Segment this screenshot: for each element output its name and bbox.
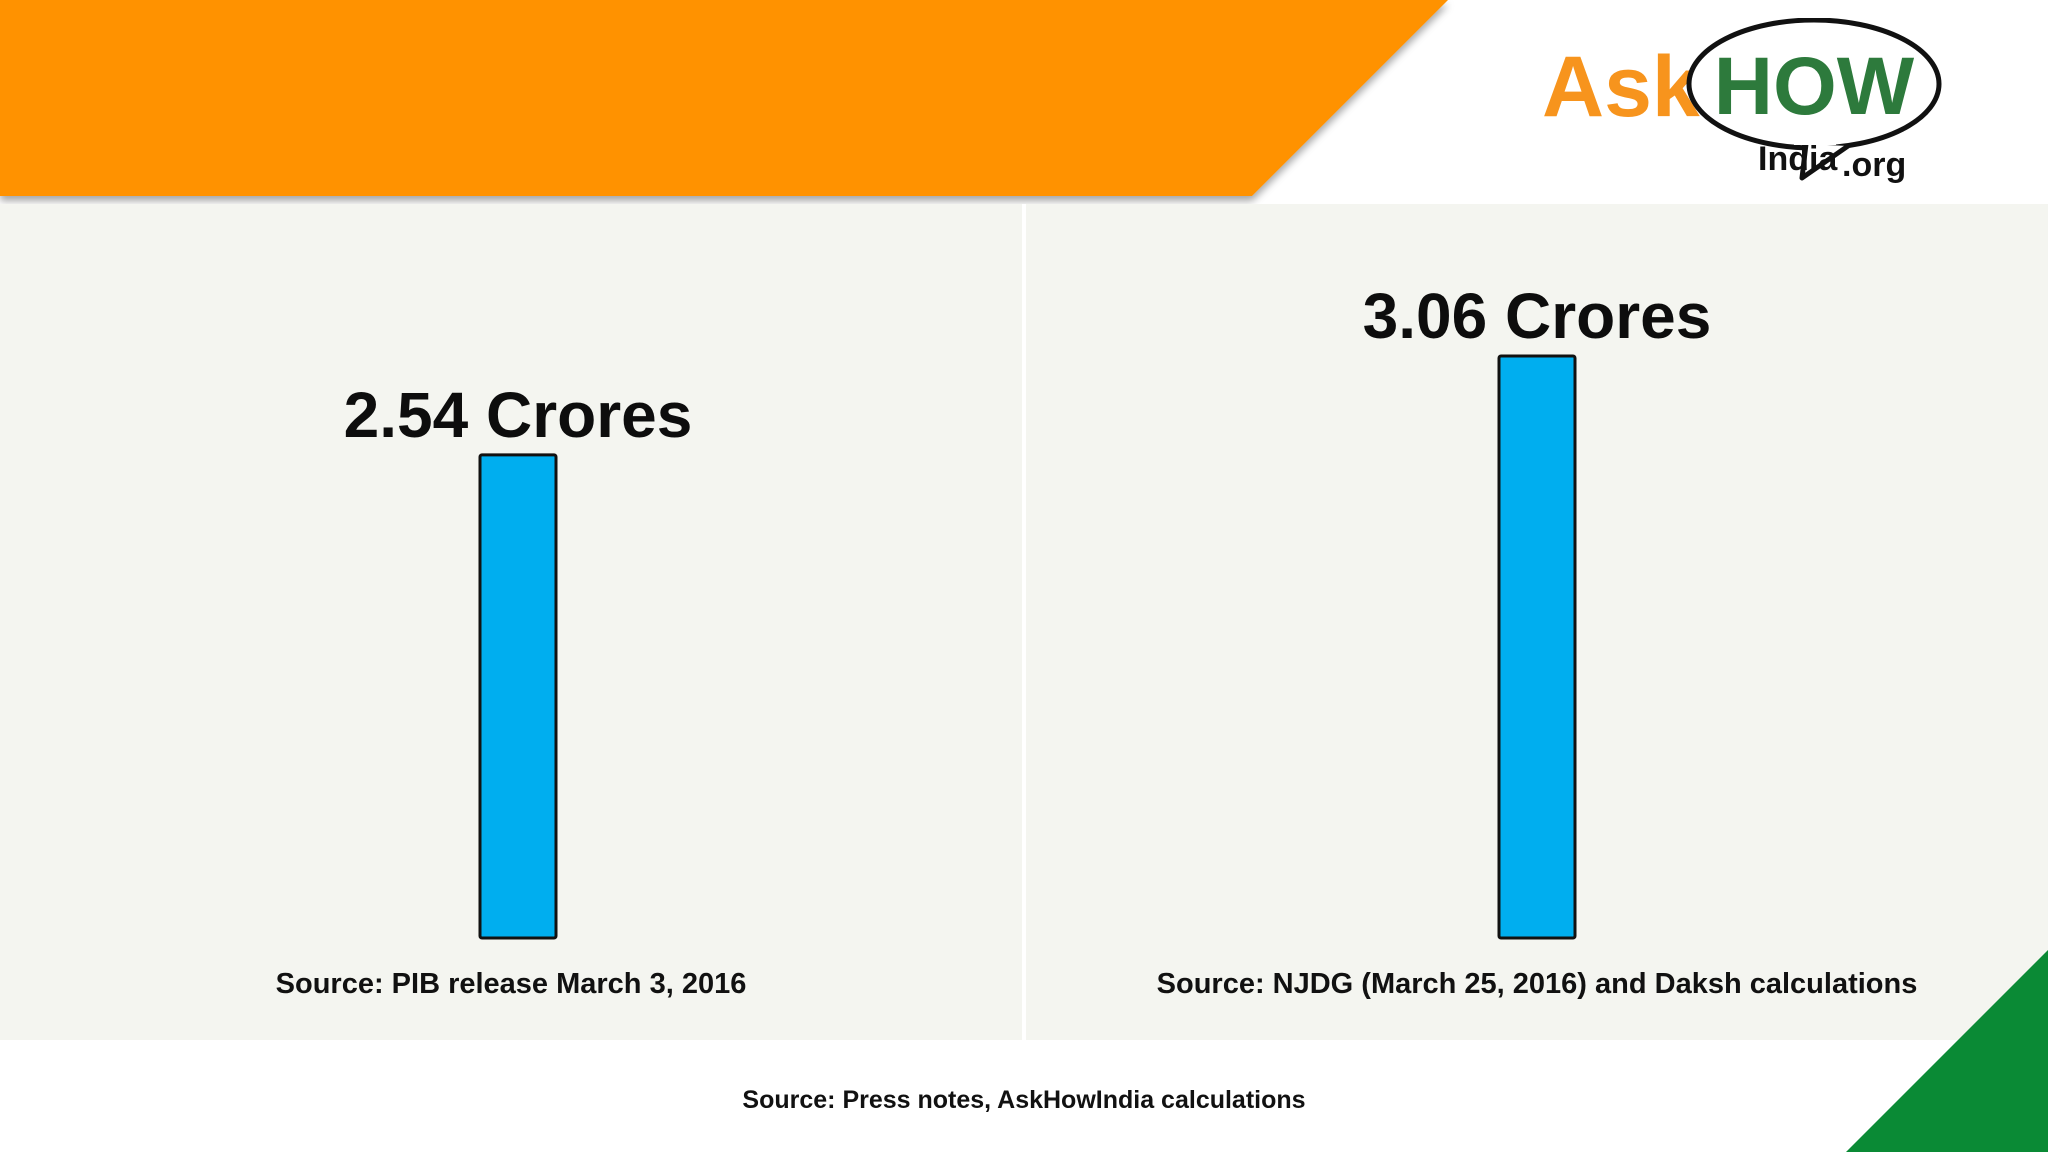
logo-india-text: India [1758,140,1838,178]
left-bar-chart: 2.54 Crores [344,379,693,940]
left-chart-panel: 2.54 Crores Source: PIB release March 3,… [0,204,1022,1040]
speech-bubble-tail [1799,143,1850,181]
logo-ask-text: Ask [1542,39,1700,135]
right-source-note: Source: NJDG (March 25, 2016) and Daksh … [1156,968,1918,1000]
green-corner-triangle [1846,950,2048,1152]
panel-divider [1022,204,1026,1040]
banner-shape [0,0,1448,196]
left-bar-data-label-0: 2.54 Crores [344,379,693,451]
orange-banner [0,0,1448,196]
askhowindia-logo: Ask HOW India .org [1542,18,1942,184]
footer-source-note: Source: Press notes, AskHowIndia calcula… [742,1086,1306,1114]
left-bar-0 [478,453,558,940]
right-bar-0 [1497,354,1577,940]
right-chart-panel: 3.06 Crores Source: NJDG (March 25, 2016… [1026,204,2048,1040]
right-bar-data-label-0: 3.06 Crores [1363,280,1712,352]
logo-how-text: HOW [1714,41,1915,132]
logo-org-text: .org [1842,146,1906,184]
right-bar-chart: 3.06 Crores [1363,280,1712,940]
left-source-note: Source: PIB release March 3, 2016 [275,968,747,1000]
